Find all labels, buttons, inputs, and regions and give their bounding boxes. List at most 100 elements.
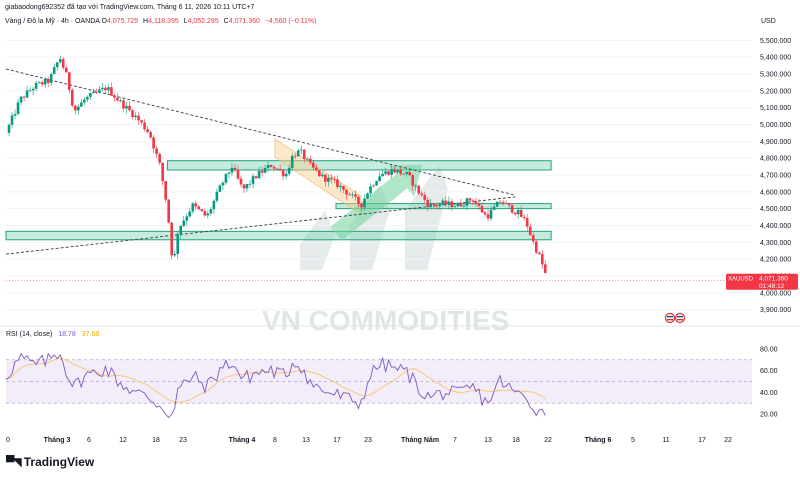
candle-body (420, 193, 424, 195)
candle-body (224, 173, 228, 183)
candle-body (128, 105, 131, 111)
tradingview-brand: TradingView (23, 455, 95, 469)
time-tick-label: 22 (544, 437, 552, 444)
price-gridlines (6, 39, 752, 311)
candle-body (22, 96, 26, 98)
time-tick-label: Tháng 4 (229, 437, 256, 444)
candle-body (230, 167, 234, 173)
price-tick-label: 4,000.000 (760, 290, 791, 297)
us-flag-icon (674, 312, 686, 324)
candle-body (489, 209, 493, 219)
candle-body (43, 78, 47, 85)
axes: 3,900.0004,000.0004,100.0004,200.0004,30… (0, 38, 800, 444)
candle-body (19, 96, 23, 103)
candle-body (363, 198, 366, 208)
candle-body (55, 62, 59, 68)
tradingview-logo[interactable]: ▀◥ TradingView (6, 455, 94, 469)
candle-body (257, 170, 261, 179)
price-tick-label: 4,500.000 (760, 206, 791, 213)
rsi-tick-label: 60.00 (760, 368, 778, 375)
candle-body (236, 169, 240, 179)
candle-body (299, 149, 303, 151)
rsi-tick-label: 20.00 (760, 412, 778, 419)
candle-body (200, 209, 204, 212)
rsi-label: RSI (14, close) (6, 331, 53, 338)
candles (7, 55, 547, 274)
candle-body (155, 148, 158, 155)
candle-body (122, 100, 125, 109)
time-tick-label: 23 (179, 437, 187, 444)
candle-body (465, 198, 469, 206)
candle-body (119, 100, 122, 102)
time-tick-label: 7 (453, 437, 457, 444)
candle-body (435, 204, 439, 206)
us-flag-stripe (677, 316, 683, 318)
candle-body (233, 167, 237, 170)
candle-body (73, 105, 77, 111)
candle-body (287, 167, 291, 174)
candle-body (450, 201, 454, 208)
watermark-bar-icon (405, 165, 448, 270)
candle-body (372, 185, 375, 187)
candle-body (438, 204, 442, 206)
candle-body (215, 191, 219, 201)
candle-body (34, 82, 38, 89)
candle-body (58, 59, 62, 63)
candle-body (537, 252, 541, 255)
candle-body (158, 154, 161, 163)
candle-body (131, 110, 134, 118)
candle-body (86, 96, 89, 100)
candle-body (375, 181, 378, 186)
ohlc-values: O4,075.725 H4,118.395 L4,052.295 C4,071.… (102, 18, 263, 25)
candle-body (498, 201, 502, 203)
candle-body (245, 183, 249, 189)
candle-body (432, 203, 436, 205)
candle-body (348, 194, 351, 196)
candle-body (281, 170, 285, 177)
time-tick-label: Tháng Năm (401, 437, 439, 444)
candle-body (411, 175, 415, 186)
candle-body (284, 173, 288, 177)
candle-body (269, 165, 273, 167)
candle-body (531, 235, 535, 242)
candle-body (185, 216, 189, 221)
candle-body (351, 194, 354, 196)
candle-body (528, 226, 532, 236)
ohlc-label: O (101, 18, 107, 25)
candle-body (423, 194, 427, 200)
candle-body (143, 122, 146, 130)
candle-body (80, 102, 83, 107)
candle-body (387, 171, 390, 175)
candle-body (194, 203, 198, 207)
candle-body (101, 87, 104, 90)
ohlc-value: 4,075.725 (106, 18, 139, 25)
candle-body (266, 165, 270, 169)
candle-body (275, 168, 279, 170)
rsi-line (5, 352, 546, 419)
candle-body (25, 90, 29, 98)
candle-body (227, 172, 231, 174)
candle-body (336, 179, 339, 188)
candle-body (176, 234, 180, 254)
price-tick-label: 5,100.000 (760, 105, 791, 112)
candle-body (70, 89, 74, 106)
candle-body (302, 149, 306, 160)
candle-body (429, 203, 433, 207)
ohlc-label: L (181, 18, 188, 25)
candle-body (206, 213, 210, 216)
candle-body (239, 178, 243, 185)
candle-body (534, 241, 538, 253)
candle-body (116, 97, 119, 101)
candle-body (104, 87, 107, 91)
price-tick-label: 3,900.000 (760, 307, 791, 314)
price-tick-label: 5,500.000 (760, 38, 791, 45)
candle-body (7, 124, 11, 133)
candle-body (248, 183, 252, 185)
support-resistance-zone (166, 160, 552, 171)
candle-body (52, 67, 56, 74)
candle-body (480, 205, 484, 213)
price-tick-label: 4,800.000 (760, 156, 791, 163)
price-badge-price: 4,071.360 (759, 275, 788, 282)
